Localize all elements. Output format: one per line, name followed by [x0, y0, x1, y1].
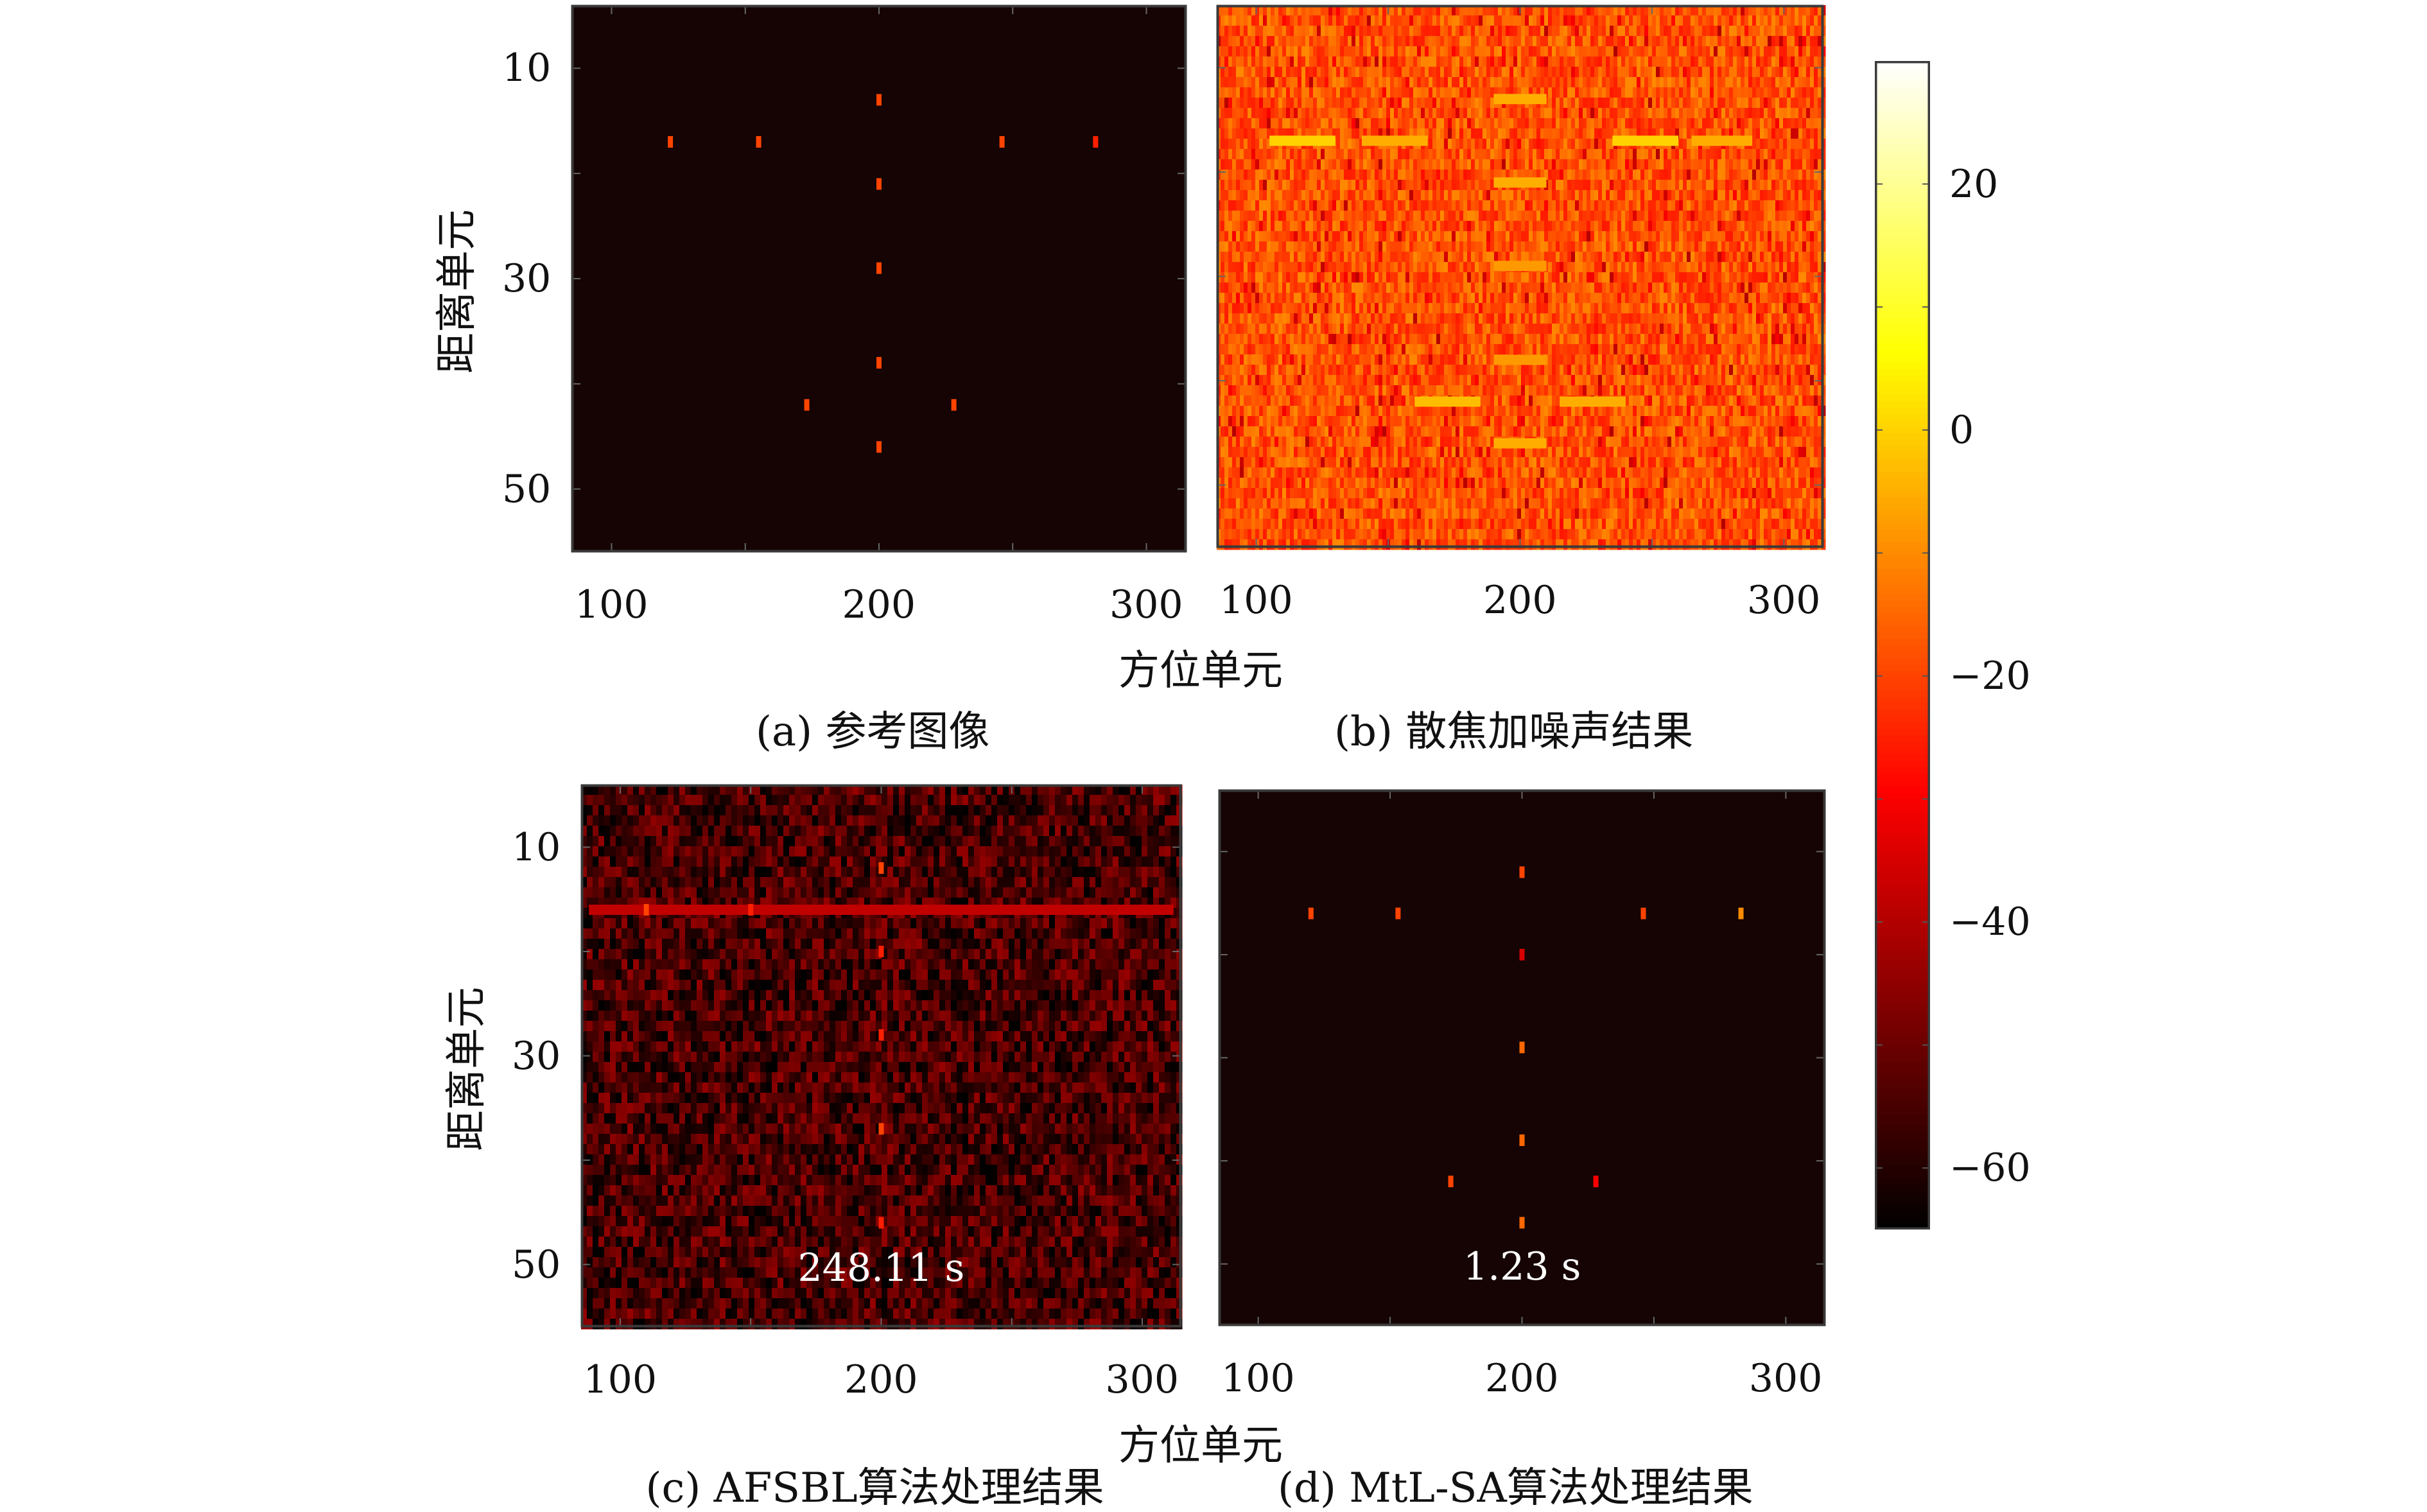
panel-background	[571, 5, 1187, 552]
scatterer-point	[951, 399, 957, 411]
colorbar-tick-label: 20	[1949, 161, 1999, 207]
panel-background	[1219, 790, 1825, 1326]
heatmap-panel-c	[580, 784, 1183, 1330]
streak-mark	[1493, 261, 1547, 272]
scatterer-point	[1593, 1176, 1599, 1188]
x-axis-label: 方位单元	[1118, 1422, 1283, 1470]
scatterer-point	[1519, 948, 1525, 960]
heatmap-panel-a	[571, 4, 1187, 553]
scatterer-point	[748, 904, 754, 916]
scatterer-point	[643, 904, 649, 916]
panel-caption: (c) AFSBL算法处理结果	[645, 1464, 1104, 1512]
heatmap-panel-d	[1218, 789, 1826, 1326]
x-tick-label: 100	[583, 1357, 657, 1402]
streak-mark	[589, 905, 1174, 915]
colorbar-frame	[1875, 61, 1930, 1230]
scatterer-point	[804, 399, 810, 411]
panel-frame	[1216, 4, 1824, 548]
colorbar-tick-label: −20	[1949, 653, 2031, 699]
streak-mark	[1493, 354, 1547, 365]
y-tick-label: 50	[502, 466, 552, 512]
x-tick-label: 100	[574, 582, 648, 627]
runtime-label: 248.11 s	[797, 1246, 965, 1290]
scatterer-point	[999, 136, 1005, 148]
runtime-label: 1.23 s	[1463, 1244, 1581, 1289]
streak-mark	[1269, 135, 1335, 146]
scatterer-point	[1519, 1041, 1525, 1054]
x-tick-label: 300	[1746, 578, 1821, 623]
x-tick-label: 100	[1219, 578, 1293, 623]
x-tick-label: 200	[844, 1357, 918, 1402]
y-tick-label: 30	[512, 1033, 561, 1079]
streak-mark	[1560, 396, 1626, 407]
y-axis-label: 距离单元	[443, 986, 491, 1151]
scatterer-point	[1308, 907, 1314, 919]
x-tick-label: 300	[1109, 582, 1183, 627]
panel-caption: (b) 散焦加噪声结果	[1334, 708, 1694, 756]
colorbar-tick-label: −60	[1949, 1145, 2031, 1191]
y-tick-label: 10	[502, 46, 552, 91]
scatterer-point	[878, 946, 884, 957]
scatterer-point	[876, 441, 882, 453]
y-tick-label: 50	[512, 1242, 561, 1287]
heatmap-panel-b	[1216, 4, 1826, 550]
y-tick-label: 10	[512, 824, 561, 870]
scatterer-point	[878, 1217, 884, 1229]
x-tick-label: 300	[1105, 1357, 1179, 1402]
y-axis-label: 距离单元	[433, 209, 481, 374]
scatterer-point	[1519, 1217, 1525, 1229]
scatterer-point	[1093, 136, 1099, 148]
streak-mark	[1493, 94, 1547, 105]
scatterer-point	[878, 1029, 884, 1041]
scatterer-point	[1640, 907, 1646, 919]
scatterer-point	[876, 94, 882, 106]
panel-frame	[1218, 789, 1826, 1326]
scatterer-point	[756, 136, 761, 148]
streak-mark	[1493, 177, 1547, 188]
scatterer-point	[878, 1123, 884, 1135]
scatterer-point	[876, 357, 882, 369]
panel-frame	[580, 784, 1182, 1328]
streak-mark	[1691, 135, 1753, 146]
x-tick-label: 200	[1483, 578, 1557, 623]
panel-caption: (d) MtL-SA算法处理结果	[1278, 1464, 1753, 1512]
scatterer-point	[876, 262, 882, 274]
y-tick-label: 30	[502, 256, 552, 301]
colorbar	[1875, 61, 1930, 1230]
panel-frame	[571, 4, 1187, 553]
scatterer-point	[1738, 907, 1744, 919]
scatterer-point	[878, 862, 884, 874]
scatterer-point	[1448, 1176, 1454, 1188]
scatterer-point	[1519, 1134, 1525, 1146]
streak-mark	[1493, 438, 1547, 449]
streak-mark	[1612, 135, 1679, 146]
scatterer-point	[668, 136, 674, 148]
noise-field	[581, 785, 1183, 1330]
streak-mark	[1361, 135, 1428, 146]
x-tick-label: 200	[842, 582, 916, 627]
x-tick-label: 300	[1748, 1356, 1823, 1401]
colorbar-tick-label: 0	[1949, 407, 1974, 453]
x-tick-label: 100	[1221, 1356, 1295, 1401]
x-axis-label: 方位单元	[1118, 647, 1283, 695]
panel-caption: (a) 参考图像	[756, 708, 990, 756]
x-tick-label: 200	[1485, 1356, 1559, 1401]
scatterer-point	[876, 178, 882, 190]
scatterer-point	[1395, 907, 1401, 919]
streak-mark	[1414, 396, 1481, 407]
scatterer-point	[1519, 866, 1525, 878]
noise-field	[1217, 5, 1826, 550]
colorbar-tick-label: −40	[1949, 899, 2031, 945]
